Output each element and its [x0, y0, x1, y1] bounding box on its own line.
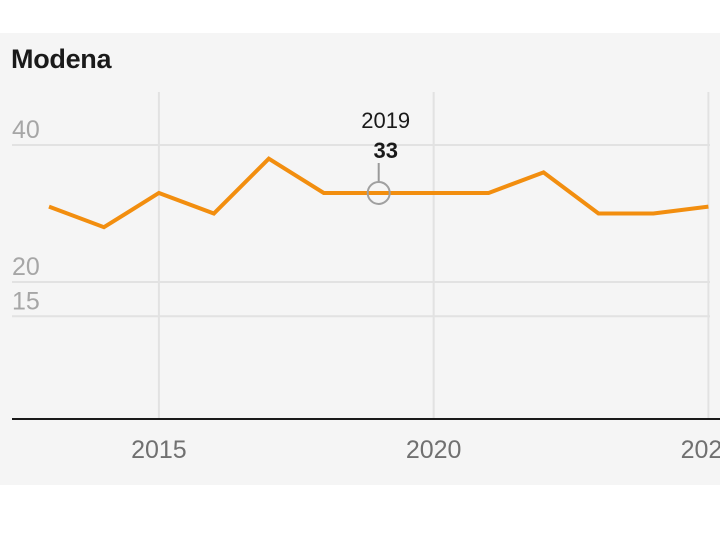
x-tick-label-2020: 2020 [406, 436, 462, 464]
x-gridlines [157, 92, 710, 419]
y-tick-label-20: 20 [12, 253, 40, 281]
hover-point-marker[interactable] [366, 180, 391, 205]
tooltip-value: 33 [373, 138, 397, 163]
chart-panel [0, 33, 720, 485]
tooltip: 2019 33 [361, 108, 410, 205]
series-layer [48, 156, 709, 230]
x-tick-labels: 2015 2020 2025 [131, 436, 720, 464]
x-tick-label-2015: 2015 [131, 436, 187, 464]
y-gridlines [12, 144, 710, 318]
chart-title: Modena [11, 44, 112, 74]
tooltip-year: 2019 [361, 108, 410, 133]
series-line-1 [48, 156, 709, 230]
y-tick-label-40: 40 [12, 116, 40, 144]
y-tick-label-15: 15 [12, 287, 40, 315]
y-tick-labels: 15 20 40 [12, 116, 40, 315]
x-tick-label-2025: 2025 [681, 436, 720, 464]
